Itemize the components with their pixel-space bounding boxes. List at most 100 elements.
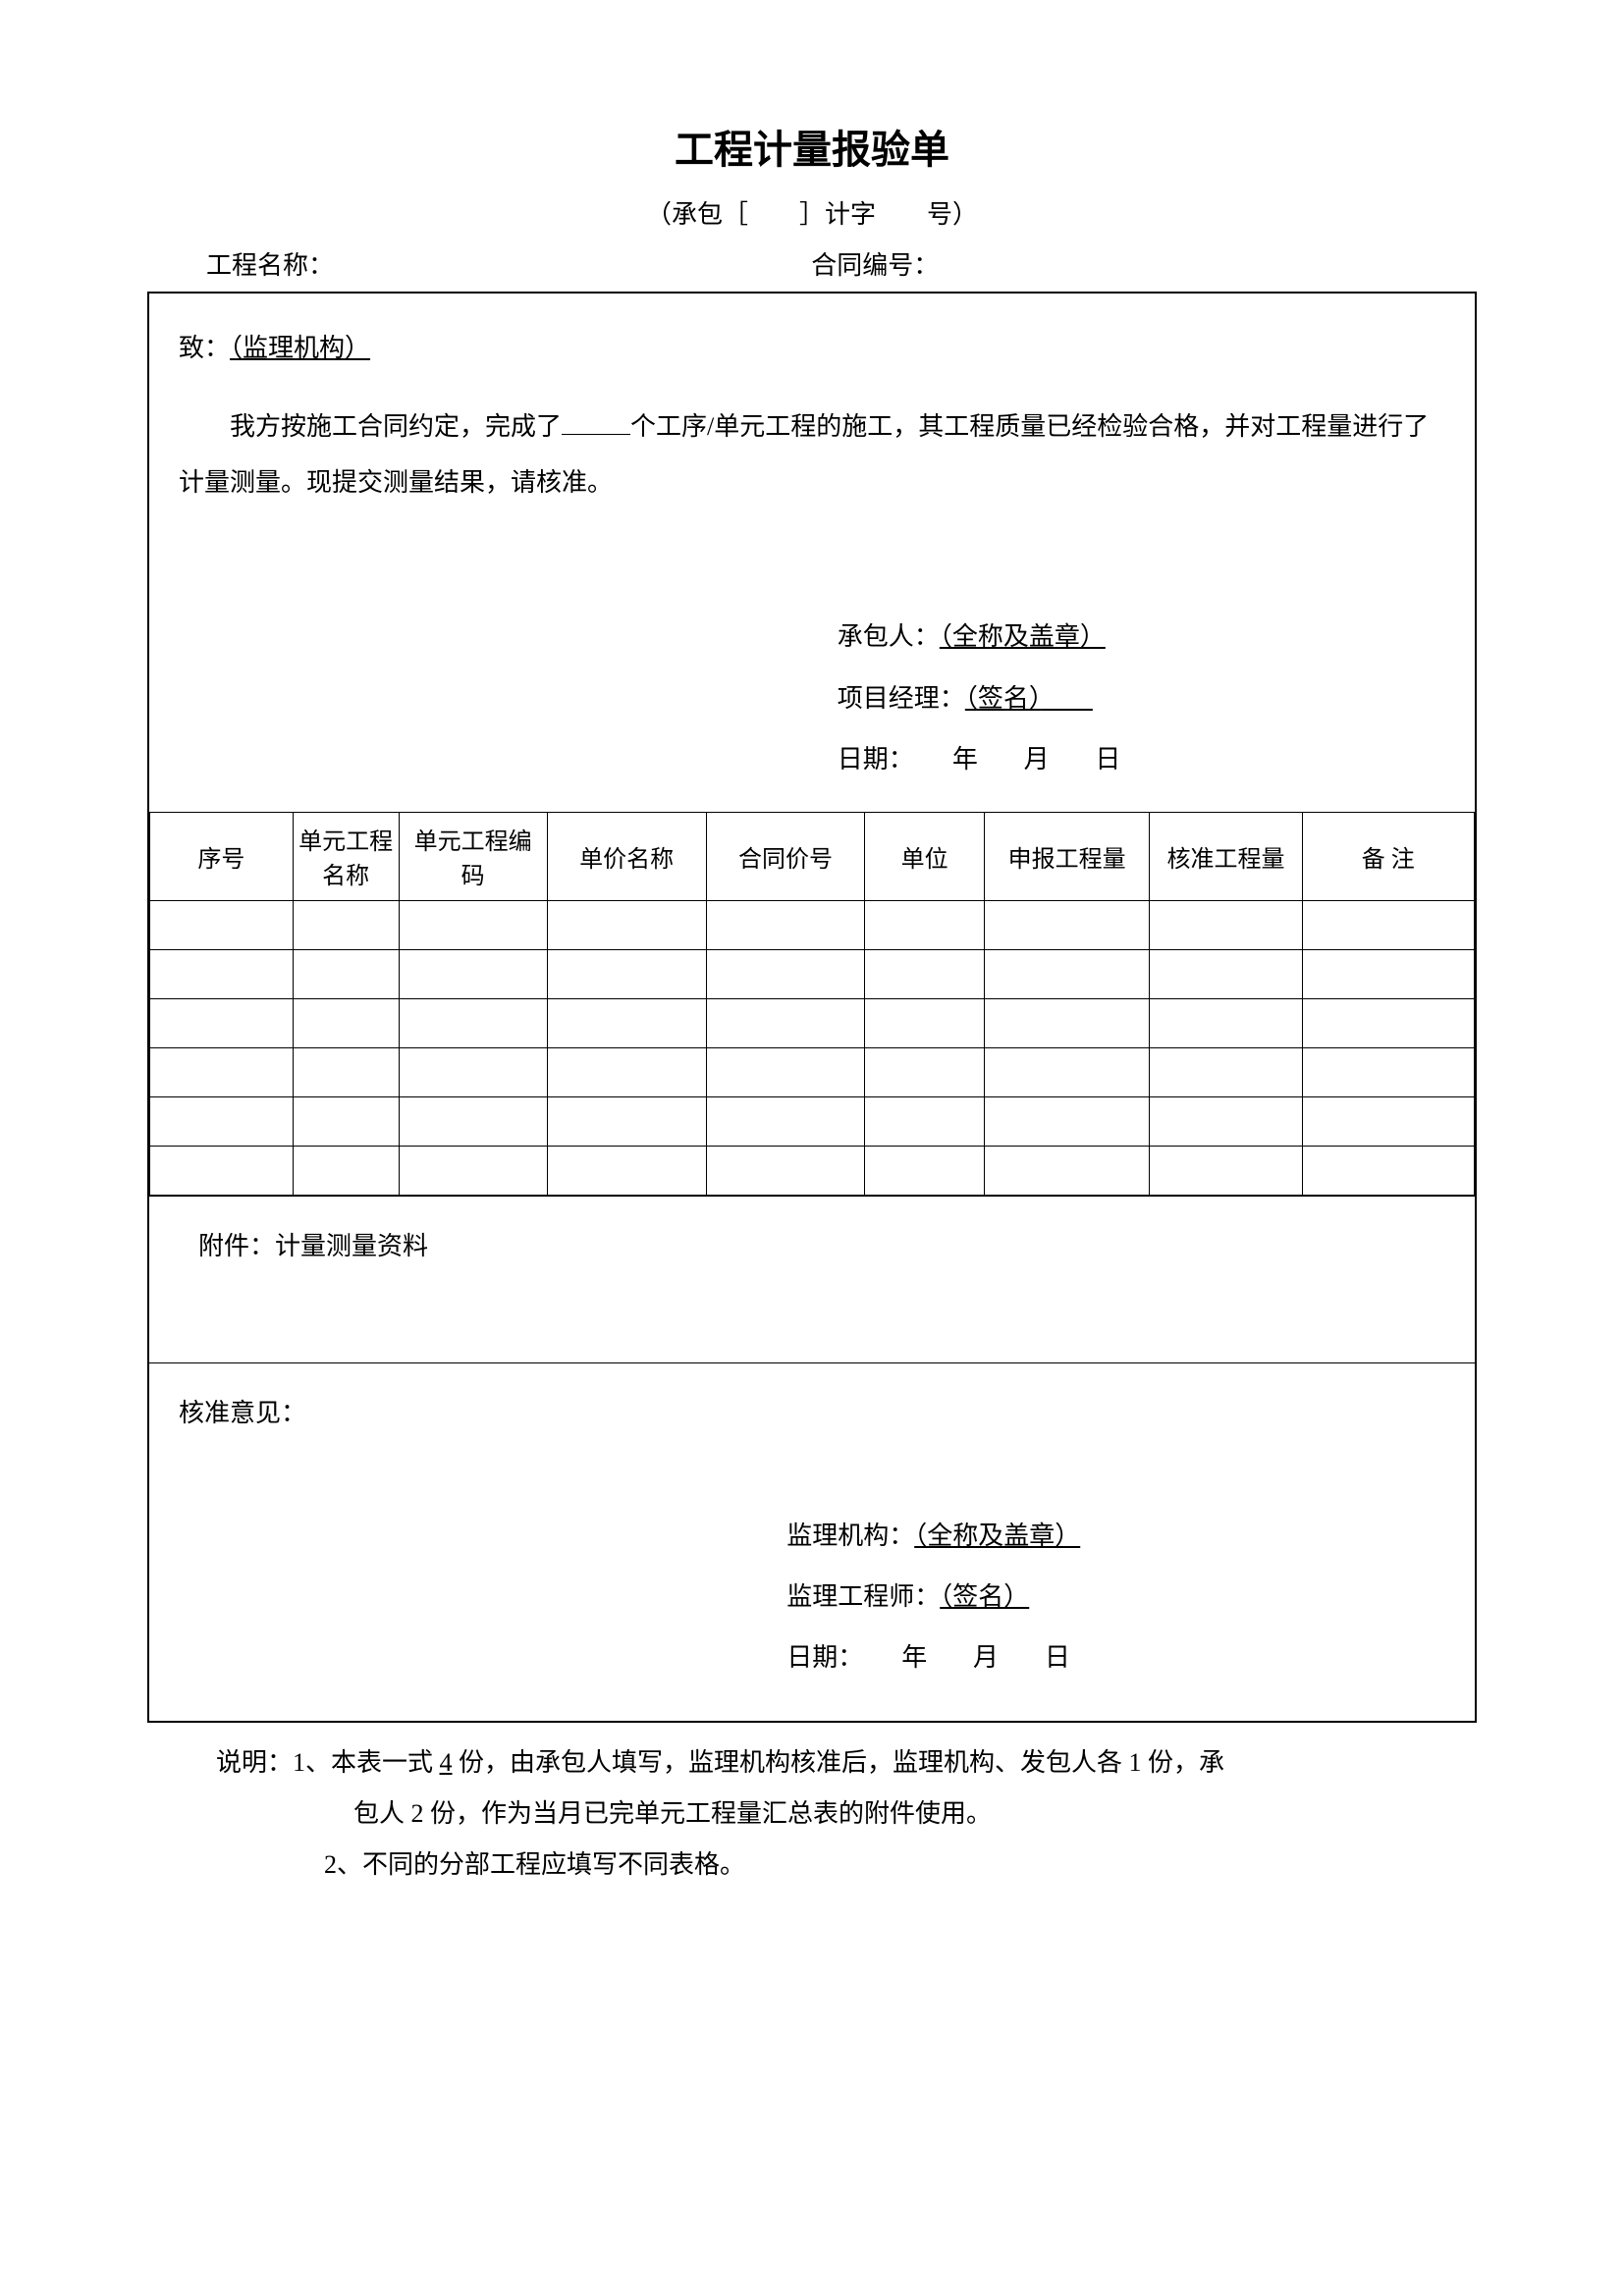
table-cell[interactable] (1150, 998, 1302, 1047)
table-cell[interactable] (293, 1047, 399, 1096)
table-cell[interactable] (984, 1146, 1150, 1195)
table-cell[interactable] (150, 998, 294, 1047)
measurement-table: 序号 单元工程名称 单元工程编码 单价名称 合同价号 单位 申报工程量 核准工程… (149, 812, 1475, 1196)
table-row (150, 1047, 1475, 1096)
contract-number-label: 合同编号： (811, 245, 1477, 282)
table-cell[interactable] (706, 1096, 865, 1146)
attachment-label: 附件：计量测量资料 (198, 1232, 428, 1260)
contractor-signature-block: 承包人：（全称及盖章） 项目经理：（签名） 日期： 年 月 日 (838, 609, 1445, 787)
main-form-box: 致：（监理机构） 我方按施工合同约定，完成了个工序/单元工程的施工，其工程质量已… (147, 292, 1477, 1723)
top-section: 致：（监理机构） 我方按施工合同约定，完成了个工序/单元工程的施工，其工程质量已… (149, 294, 1475, 812)
pm-line: 项目经理：（签名） (838, 670, 1445, 726)
table-cell[interactable] (399, 949, 547, 998)
table-cell[interactable] (865, 998, 984, 1047)
blank-count-field[interactable] (562, 434, 630, 435)
table-header-row: 序号 单元工程名称 单元工程编码 单价名称 合同价号 单位 申报工程量 核准工程… (150, 812, 1475, 900)
table-cell[interactable] (1302, 900, 1474, 949)
greeting-line: 致：（监理机构） (179, 323, 1445, 374)
table-cell[interactable] (547, 998, 706, 1047)
table-cell[interactable] (706, 1047, 865, 1096)
table-row (150, 998, 1475, 1047)
th-remarks: 备 注 (1302, 812, 1474, 900)
pm-value: （签名） (965, 684, 1042, 713)
approval-section: 核准意见： 监理机构：（全称及盖章） 监理工程师：（签名） 日期： 年 月 日 (149, 1362, 1475, 1721)
notes-section: 说明： 1、本表一式 4 份，由承包人填写，监理机构核准后，监理机构、发包人各 … (147, 1737, 1477, 1891)
table-cell[interactable] (1150, 949, 1302, 998)
table-cell[interactable] (1150, 1146, 1302, 1195)
table-cell[interactable] (706, 900, 865, 949)
supervisor-org-value: （全称及盖章） (914, 1522, 1080, 1550)
table-cell[interactable] (984, 1047, 1150, 1096)
table-cell[interactable] (293, 1146, 399, 1195)
table-cell[interactable] (706, 949, 865, 998)
table-cell[interactable] (1302, 1146, 1474, 1195)
th-unit-name: 单元工程名称 (293, 812, 399, 900)
table-cell[interactable] (984, 900, 1150, 949)
table-cell[interactable] (547, 949, 706, 998)
table-cell[interactable] (293, 949, 399, 998)
table-cell[interactable] (150, 949, 294, 998)
table-cell[interactable] (1150, 900, 1302, 949)
table-cell[interactable] (984, 1096, 1150, 1146)
table-cell[interactable] (150, 1146, 294, 1195)
note-line-1b: 包人 2 份，作为当月已完单元工程量汇总表的附件使用。 (216, 1789, 1477, 1840)
table-cell[interactable] (293, 1096, 399, 1146)
th-unit-code: 单元工程编码 (399, 812, 547, 900)
table-cell[interactable] (399, 1146, 547, 1195)
document-subtitle: （承包［ ］计字 号） (147, 194, 1477, 231)
table-cell[interactable] (547, 1096, 706, 1146)
table-cell[interactable] (706, 1146, 865, 1195)
th-contract-price: 合同价号 (706, 812, 865, 900)
table-row (150, 949, 1475, 998)
table-cell[interactable] (293, 900, 399, 949)
table-cell[interactable] (399, 998, 547, 1047)
project-name-label: 工程名称： (147, 245, 811, 282)
th-price-name: 单价名称 (547, 812, 706, 900)
table-cell[interactable] (293, 998, 399, 1047)
table-cell[interactable] (1302, 949, 1474, 998)
table-cell[interactable] (547, 1047, 706, 1096)
table-row (150, 1096, 1475, 1146)
table-cell[interactable] (1302, 1096, 1474, 1146)
date-line: 日期： 年 月 日 (838, 731, 1445, 787)
th-seq: 序号 (150, 812, 294, 900)
table-cell[interactable] (150, 1096, 294, 1146)
th-declared-qty: 申报工程量 (984, 812, 1150, 900)
approval-signature-block: 监理机构：（全称及盖章） 监理工程师：（签名） 日期： 年 月 日 (786, 1508, 1445, 1686)
table-cell[interactable] (1150, 1096, 1302, 1146)
document-title: 工程计量报验单 (147, 118, 1477, 175)
table-cell[interactable] (399, 900, 547, 949)
table-cell[interactable] (1302, 998, 1474, 1047)
table-cell[interactable] (865, 1096, 984, 1146)
table-cell[interactable] (865, 949, 984, 998)
approval-label: 核准意见： (179, 1393, 1445, 1429)
table-cell[interactable] (399, 1096, 547, 1146)
table-row (150, 900, 1475, 949)
table-cell[interactable] (865, 1047, 984, 1096)
engineer-line: 监理工程师：（签名） (786, 1569, 1445, 1625)
contractor-line: 承包人：（全称及盖章） (838, 609, 1445, 665)
table-cell[interactable] (984, 949, 1150, 998)
note-line-1: 说明： 1、本表一式 4 份，由承包人填写，监理机构核准后，监理机构、发包人各 … (216, 1737, 1477, 1789)
table-cell[interactable] (706, 998, 865, 1047)
table-cell[interactable] (399, 1047, 547, 1096)
attachment-section: 附件：计量测量资料 (149, 1196, 1475, 1362)
table-cell[interactable] (547, 1146, 706, 1195)
table-row (150, 1146, 1475, 1195)
header-row: 工程名称： 合同编号： (147, 245, 1477, 282)
table-cell[interactable] (865, 1146, 984, 1195)
th-approved-qty: 核准工程量 (1150, 812, 1302, 900)
engineer-value: （签名） (940, 1582, 1029, 1611)
table-cell[interactable] (1302, 1047, 1474, 1096)
table-cell[interactable] (150, 1047, 294, 1096)
approval-date-line: 日期： 年 月 日 (786, 1629, 1445, 1685)
th-unit: 单位 (865, 812, 984, 900)
contractor-value: （全称及盖章） (940, 622, 1106, 651)
table-cell[interactable] (984, 998, 1150, 1047)
supervisor-org: （监理机构） (230, 334, 370, 362)
table-cell[interactable] (1150, 1047, 1302, 1096)
table-cell[interactable] (150, 900, 294, 949)
table-cell[interactable] (547, 900, 706, 949)
body-paragraph: 我方按施工合同约定，完成了个工序/单元工程的施工，其工程质量已经检验合格，并对工… (179, 399, 1445, 510)
table-cell[interactable] (865, 900, 984, 949)
